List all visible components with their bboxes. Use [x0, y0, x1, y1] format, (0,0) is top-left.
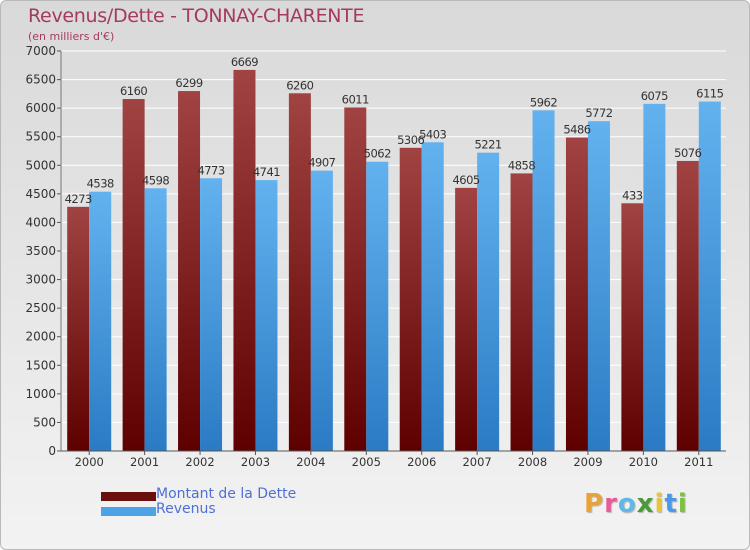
x-tick-label: 2011 [684, 455, 713, 469]
data-label-revenus: 5221 [474, 138, 501, 152]
data-label-dette: 6669 [231, 55, 258, 69]
data-label-revenus: 5962 [530, 95, 557, 109]
logo-letter: r [604, 489, 618, 519]
data-label-revenus: 4907 [308, 156, 335, 170]
bar-revenus [421, 142, 444, 451]
data-label-dette: 5486 [563, 123, 590, 137]
data-label-dette: 5076 [674, 146, 701, 160]
bar-dette [344, 107, 367, 451]
bar-revenus [532, 110, 555, 452]
y-tick-label: 3000 [25, 273, 56, 287]
y-tick-label: 5500 [25, 130, 56, 144]
data-label-dette: 6160 [120, 84, 147, 98]
bars [67, 69, 721, 452]
y-tick-label: 4500 [25, 187, 56, 201]
bar-revenus [255, 180, 278, 452]
x-tick-label: 2006 [407, 455, 436, 469]
legend-swatch-revenus [101, 507, 156, 516]
data-label-revenus: 4773 [197, 163, 224, 177]
logo-letter: i [677, 489, 688, 519]
bar-revenus [477, 152, 500, 451]
bar-revenus [144, 188, 167, 451]
logo-letter: o [617, 489, 637, 519]
grid-lines [61, 50, 726, 452]
legend-label-revenus: Revenus [156, 501, 216, 517]
data-label-revenus: 4598 [142, 173, 169, 187]
data-label-revenus: 5062 [364, 147, 391, 161]
data-label-dette: 4605 [452, 173, 479, 187]
bar-revenus [366, 161, 389, 451]
x-tick-label: 2004 [296, 455, 325, 469]
logo-letter: i [654, 489, 665, 519]
y-tick-label: 6500 [25, 73, 56, 87]
bar-dette [565, 137, 588, 451]
data-label-revenus: 5403 [419, 127, 446, 141]
y-tick-label: 2500 [25, 301, 56, 315]
bar-revenus [310, 170, 333, 451]
x-tick-label: 2010 [629, 455, 658, 469]
y-tick-label: 500 [33, 415, 56, 429]
data-label-dette: 6260 [286, 78, 313, 92]
bar-dette [122, 99, 145, 451]
y-tick-label: 7000 [25, 44, 56, 58]
y-tick-label: 6000 [25, 101, 56, 115]
bar-revenus [89, 191, 112, 451]
logo-letter: x [636, 489, 655, 519]
bar-revenus [200, 178, 223, 451]
x-tick-label: 2003 [241, 455, 270, 469]
data-label-dette: 4858 [508, 158, 535, 172]
data-label-dette: 6299 [175, 76, 202, 90]
bar-dette [288, 93, 311, 452]
data-label-revenus: 5772 [585, 106, 612, 120]
chart-subtitle: (en milliers d'€) [28, 30, 115, 43]
y-tick-label: 1500 [25, 358, 56, 372]
bar-revenus [643, 103, 666, 451]
x-axis: 2000 2001 2002 2003 2004 2005 2006 2007 2008 2009… [61, 450, 726, 469]
bar-dette [178, 91, 201, 452]
x-tick-label: 2009 [573, 455, 602, 469]
data-label-revenus: 4741 [253, 165, 280, 179]
bar-dette [399, 147, 422, 452]
bar-revenus [698, 101, 721, 452]
bar-dette [676, 160, 699, 451]
y-tick-label: 0 [48, 444, 56, 458]
x-tick-label: 2007 [462, 455, 491, 469]
x-tick-label: 2002 [185, 455, 214, 469]
data-label-revenus: 6115 [696, 87, 723, 101]
bar-revenus [587, 121, 610, 452]
chart-title: Revenus/Dette - TONNAY-CHARENTE [28, 5, 365, 27]
data-label-dette: 433 [622, 188, 643, 202]
bar-dette [510, 173, 533, 451]
y-tick-label: 5000 [25, 158, 56, 172]
legend-label-dette: Montant de la Dette [156, 486, 297, 502]
x-tick-label: 2008 [518, 455, 547, 469]
y-tick-label: 3500 [25, 244, 56, 258]
proxiti-logo: Proxiti [584, 489, 688, 519]
y-tick-label: 4000 [25, 215, 56, 229]
y-axis: 0 500 1000 1500 2000 2500 3000 3500 4000 4500 5000… [25, 44, 62, 458]
legend-swatch-dette [101, 492, 156, 501]
logo-letter: P [584, 489, 605, 519]
bar-dette [233, 69, 256, 452]
x-tick-label: 2000 [75, 455, 104, 469]
x-tick-label: 2005 [352, 455, 381, 469]
data-label-dette: 6011 [342, 93, 369, 107]
bar-dette [67, 206, 90, 451]
logo-letter: t [664, 489, 678, 519]
bar-dette [621, 203, 644, 451]
data-label-revenus: 6075 [641, 89, 668, 103]
y-tick-label: 2000 [25, 330, 56, 344]
data-label-revenus: 4538 [87, 177, 114, 191]
x-tick-label: 2001 [130, 455, 159, 469]
bar-dette [455, 187, 478, 451]
data-label-dette: 4273 [65, 192, 92, 206]
y-tick-label: 1000 [25, 387, 56, 401]
data-label-dette: 5306 [397, 133, 424, 147]
